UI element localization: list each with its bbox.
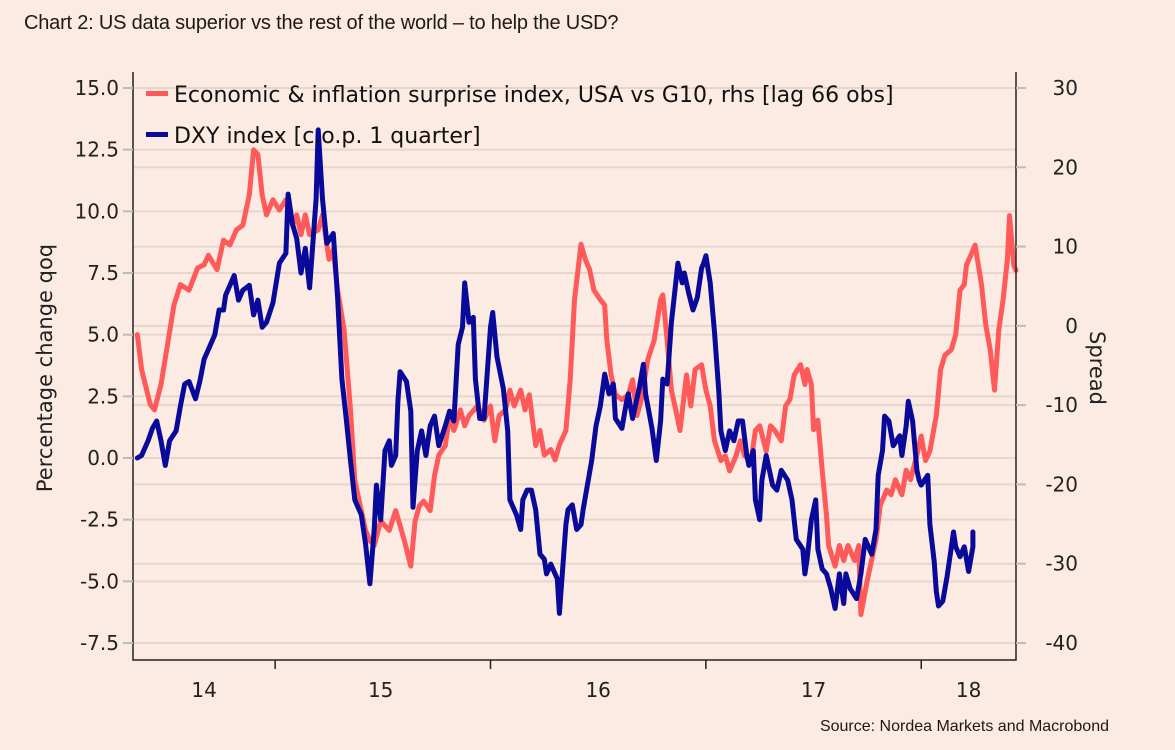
y-tick-label: 7.5 (87, 261, 119, 285)
series-group (134, 127, 1019, 617)
legend-swatch-dxy (146, 132, 168, 137)
y-tick-label: 12.5 (74, 138, 119, 162)
series-line-dxy (134, 127, 976, 616)
gridlines (133, 87, 1016, 644)
y-tick-label: -5.0 (80, 569, 119, 593)
y2-tick-label: -40 (1045, 631, 1078, 655)
y-axis-title: Percentage change qoq (33, 244, 57, 492)
x-tick-label: 14 (191, 678, 216, 702)
y-tick-label: 0.0 (87, 446, 119, 470)
x-tick-label: 18 (956, 678, 981, 702)
axis-lines (132, 72, 1017, 661)
y-tick-label: 15.0 (74, 76, 119, 100)
legend-label-surprise: Economic & inflation surprise index, USA… (174, 83, 894, 108)
x-tick-label: 16 (585, 678, 610, 702)
y2-tick-label: 10 (1053, 235, 1078, 259)
y-tick-label: 5.0 (87, 323, 119, 347)
y-tick-label: -7.5 (80, 631, 119, 655)
x-axis: 14 15 16 17 18 (191, 660, 981, 702)
y2-tick-label: -10 (1045, 393, 1078, 417)
source-note: Source: Nordea Markets and Macrobond (819, 718, 1109, 735)
y2-tick-label: 0 (1065, 314, 1078, 338)
plot-frame (132, 72, 1017, 661)
y-tick-label: 2.5 (87, 384, 119, 408)
chart-title: Chart 2: US data superior vs the rest of… (24, 12, 619, 34)
y-axis-right: 30 20 10 0 -10 -20 -30 -40 (1016, 76, 1078, 655)
x-tick-label: 17 (801, 678, 826, 702)
y2-tick-label: 30 (1053, 76, 1078, 100)
series-line-surprise (134, 147, 1019, 617)
y2-tick-label: 20 (1053, 155, 1078, 179)
y2-tick-label: -30 (1045, 552, 1078, 576)
y2-axis-title: Spread (1085, 331, 1109, 405)
y-axis-left: 15.0 12.5 10.0 7.5 5.0 2.5 0.0 -2.5 -5.0 -7.5 (74, 76, 133, 655)
legend-label-dxy: DXY index [c.o.p. 1 quarter] (174, 124, 481, 149)
y-tick-label: 10.0 (74, 199, 119, 223)
legend-swatch-surprise (146, 91, 168, 96)
x-tick-label: 15 (368, 678, 393, 702)
y2-tick-label: -20 (1045, 472, 1078, 496)
legend: Economic & inflation surprise index, USA… (146, 83, 894, 149)
y-tick-label: -2.5 (80, 508, 119, 532)
